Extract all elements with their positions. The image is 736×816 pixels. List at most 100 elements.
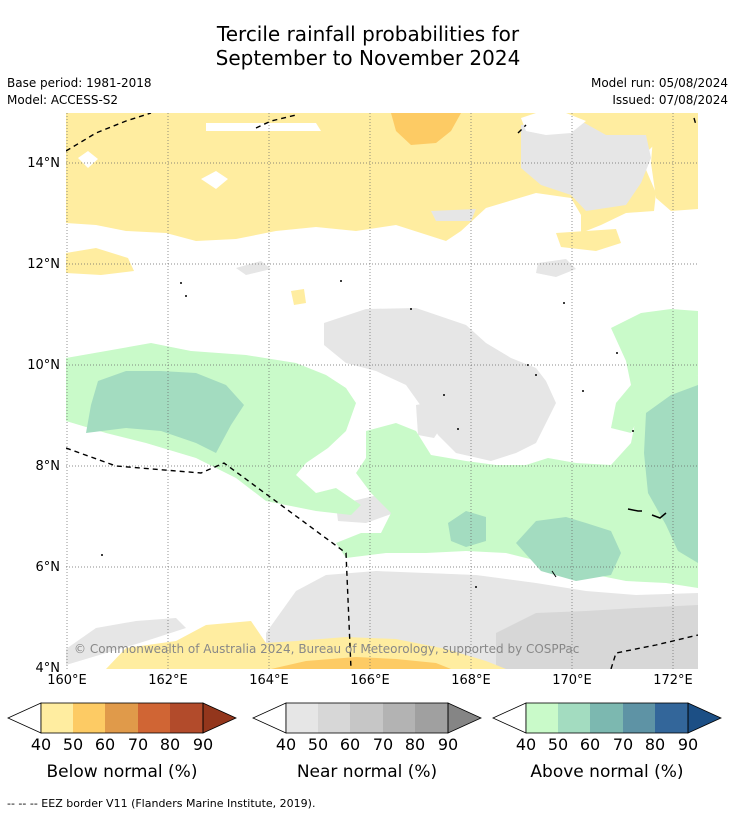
below-normal-tick-60: 60 [94, 735, 116, 754]
model-name: Model: ACCESS-S2 [7, 93, 119, 107]
near-normal-60-south [496, 605, 698, 669]
below-normal-swatch-1 [41, 703, 73, 733]
base-period: Base period: 1981-2018 [7, 76, 152, 90]
below-normal-50-patch [391, 113, 461, 145]
below-normal-swatch-4 [138, 703, 170, 733]
lat-label-8: 8°N [35, 459, 61, 474]
lon-label-160: 160°E [47, 673, 87, 688]
island-dot-7 [535, 374, 537, 376]
near-normal-swatch-5 [415, 703, 448, 733]
issued-date: Issued: 07/08/2024 [612, 93, 728, 107]
above-normal-50-west [86, 371, 244, 453]
island-dot-12 [632, 430, 634, 432]
eez-footnote: -- -- -- EEZ border V11 (Flanders Marine… [7, 797, 316, 810]
eez-border-central [66, 447, 352, 669]
probability-map: © Commonwealth of Australia 2024, Bureau… [66, 113, 698, 669]
near-normal-tick-40: 40 [275, 735, 297, 754]
near-normal-upper-arrow [447, 702, 482, 734]
below-normal-50-south [271, 657, 451, 669]
island-dot-14 [475, 586, 477, 588]
near-normal-patch-north [521, 121, 651, 211]
above-normal-region-east [611, 309, 698, 433]
lat-label-10: 10°N [27, 358, 60, 373]
eez-border-ne [517, 124, 527, 134]
near-normal-swatch-1 [286, 703, 318, 733]
above-normal-tick-40: 40 [515, 735, 537, 754]
island-dot-5 [563, 302, 565, 304]
lon-label-168: 168°E [451, 673, 491, 688]
near-normal-tick-60: 60 [339, 735, 361, 754]
above-normal-tick-90: 90 [677, 735, 699, 754]
white-gap-north [521, 113, 586, 135]
near-normal-tick-90: 90 [437, 735, 459, 754]
near-normal-region-center [324, 308, 556, 461]
below-normal-spot-center [291, 289, 306, 305]
lon-label-164: 164°E [249, 673, 289, 688]
meta-left: Base period: 1981-2018 Model: ACCESS-S2 [7, 75, 152, 109]
island-dot-4 [410, 308, 412, 310]
above-normal-50-south-1 [516, 517, 621, 581]
island-line-2 [651, 512, 667, 519]
near-normal-lower-arrow [252, 702, 287, 734]
lon-label-166: 166°E [350, 673, 390, 688]
above-normal-tick-50: 50 [547, 735, 569, 754]
eez-border-se [610, 634, 698, 669]
below-normal-lower-arrow [7, 702, 42, 734]
island-dot-11 [616, 352, 618, 354]
near-normal-title: Near normal (%) [296, 762, 438, 782]
island-dot-3 [340, 280, 342, 282]
eez-border-e [693, 117, 697, 126]
near-normal-frame [285, 702, 449, 734]
below-normal-swatch-3 [105, 703, 138, 733]
colorbar-below-normal [7, 702, 237, 734]
below-normal-tick-80: 80 [159, 735, 181, 754]
above-normal-50-south-2 [448, 511, 486, 547]
above-normal-swatch-4 [623, 703, 655, 733]
near-normal-spot-3 [431, 209, 476, 221]
island-dot-13 [101, 554, 103, 556]
near-normal-swatch-3 [350, 703, 383, 733]
lat-label-14: 14°N [27, 156, 60, 171]
near-normal-swatch-4 [383, 703, 415, 733]
below-normal-tick-70: 70 [127, 735, 149, 754]
above-normal-swatch-3 [590, 703, 623, 733]
colorbar-above-normal [492, 702, 722, 734]
island-dot-2 [185, 295, 187, 297]
near-normal-swatch-2 [318, 703, 350, 733]
above-normal-frame [525, 702, 689, 734]
island-dot-9 [457, 428, 459, 430]
title-line-2: September to November 2024 [215, 46, 521, 70]
below-normal-region-south [106, 621, 506, 669]
below-normal-upper-arrow [202, 702, 237, 734]
above-normal-tick-80: 80 [644, 735, 666, 754]
above-normal-tick-70: 70 [612, 735, 634, 754]
island-dot-8 [443, 394, 445, 396]
near-normal-spot-4 [416, 401, 444, 438]
lon-label-162: 162°E [148, 673, 188, 688]
above-normal-swatch-2 [558, 703, 590, 733]
model-run: Model run: 05/08/2024 [590, 76, 728, 90]
title-line-1: Tercile rainfall probabilities for [216, 22, 520, 46]
map-title: Tercile rainfall probabilities for Septe… [0, 22, 736, 70]
near-normal-spot-2 [536, 259, 576, 277]
lat-label-12: 12°N [27, 257, 60, 272]
below-normal-swatch-2 [73, 703, 105, 733]
above-normal-title: Above normal (%) [530, 762, 684, 782]
gridlines [66, 113, 698, 669]
below-normal-title: Below normal (%) [46, 762, 198, 782]
island-dot-1 [180, 282, 182, 284]
island-line-1 [627, 508, 642, 512]
white-spot-2 [201, 171, 228, 189]
lat-label-6: 6°N [35, 560, 61, 575]
island-line-3 [551, 570, 557, 578]
island-dot-10 [582, 390, 584, 392]
above-normal-50-east [644, 385, 698, 563]
below-normal-region-north-east [651, 123, 698, 211]
below-normal-tick-40: 40 [30, 735, 52, 754]
white-band-north [206, 123, 321, 131]
below-normal-tick-90: 90 [192, 735, 214, 754]
above-normal-swatch-1 [526, 703, 558, 733]
below-normal-swatch-5 [170, 703, 203, 733]
copyright-text: © Commonwealth of Australia 2024, Bureau… [74, 642, 579, 656]
colorbar-near-normal [252, 702, 482, 734]
